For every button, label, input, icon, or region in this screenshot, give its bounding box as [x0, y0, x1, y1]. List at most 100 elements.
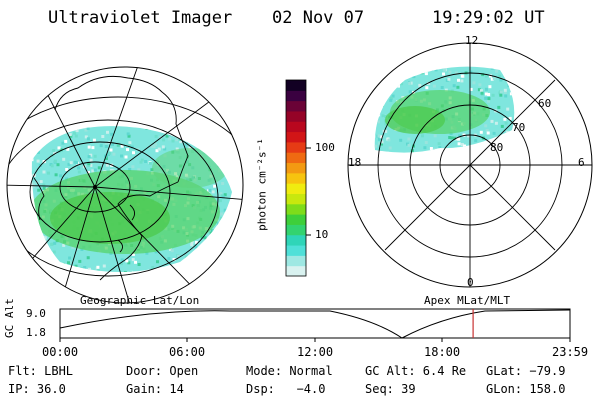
aurora-pixel	[66, 147, 70, 151]
aurora-pixel	[220, 258, 224, 261]
aurora-pixel	[205, 281, 208, 284]
aurora-pixel	[245, 112, 248, 115]
aurora-pixel	[149, 114, 152, 117]
aurora-pixel	[91, 146, 95, 150]
aurora-pixel	[492, 131, 496, 135]
aurora-pixel	[487, 99, 490, 103]
aurora-pixel	[109, 148, 113, 152]
aurora-pixel	[150, 112, 153, 115]
aurora-pixel	[159, 135, 163, 139]
aurora-pixel	[371, 113, 374, 116]
aurora-pixel	[491, 156, 494, 159]
aurora-pixel	[227, 173, 231, 177]
aurora-pixel	[456, 85, 460, 89]
aurora-pixel	[393, 159, 396, 162]
aurora-pixel	[96, 265, 100, 269]
aurora-pixel	[59, 148, 63, 152]
footer-filter: Flt: LBHL	[8, 364, 74, 378]
aurora-pixel	[54, 269, 58, 272]
aurora-pixel	[485, 162, 488, 165]
aurora-pixel	[404, 67, 408, 71]
aurora-pixel	[481, 57, 484, 60]
aurora-pixel	[485, 58, 488, 61]
aurora-pixel	[171, 283, 174, 286]
aurora-pixel	[104, 157, 108, 160]
aurora-pixel	[34, 286, 37, 289]
aurora-pixel	[32, 224, 36, 228]
aurora-pixel	[209, 141, 213, 145]
aurora-pixel	[145, 126, 149, 130]
aurora-pixel	[159, 282, 162, 285]
aurora-pixel	[46, 283, 49, 286]
aurora-pixel	[211, 190, 215, 194]
aurora-pixel	[80, 267, 84, 271]
aurora-pixel	[194, 117, 197, 120]
aurora-pixel	[488, 85, 492, 89]
aurora-pixel	[215, 181, 219, 185]
aurora-pixel	[222, 165, 226, 169]
aurora-pixel	[370, 141, 373, 144]
aurora-pixel	[156, 122, 159, 125]
aurora-pixel	[38, 230, 42, 234]
aurora-pixel	[68, 133, 72, 137]
aurora-pixel	[202, 118, 205, 121]
aurora-pixel	[242, 245, 245, 248]
aurora-pixel	[111, 142, 114, 146]
aurora-pixel	[46, 127, 50, 131]
aurora-pixel	[233, 248, 236, 251]
aurora-pixel	[36, 159, 40, 163]
aurora-pixel	[179, 126, 183, 128]
aurora-pixel	[31, 173, 34, 177]
aurora-pixel	[24, 135, 27, 138]
aurora-pixel	[484, 92, 488, 96]
aurora-pixel	[87, 163, 91, 167]
aurora-pixel	[387, 138, 391, 142]
aurora-pixel	[127, 134, 131, 138]
aurora-pixel	[477, 88, 481, 92]
geographic-panel	[6, 66, 248, 304]
aurora-pixel	[62, 243, 66, 247]
aurora-pixel	[245, 209, 248, 212]
aurora-pixel	[360, 125, 363, 128]
pole-marker	[93, 185, 97, 189]
aurora-pixel	[73, 131, 77, 135]
aurora-pixel	[160, 273, 163, 276]
aurora-pixel	[47, 137, 51, 140]
aurora-pixel	[155, 275, 158, 278]
aurora-pixel	[499, 90, 503, 94]
aurora-pixel	[105, 141, 108, 145]
aurora-pixel	[457, 78, 460, 82]
aurora-pixel	[91, 271, 95, 272]
aurora-pixel	[150, 144, 154, 148]
polar-panel	[347, 42, 593, 288]
aurora-pixel	[21, 151, 24, 154]
aurora-pixel	[243, 135, 246, 138]
aurora-pixel	[107, 113, 110, 116]
aurora-pixel	[410, 149, 414, 153]
aurora-pixel	[46, 281, 49, 284]
aurora-pixel	[242, 154, 245, 157]
aurora-pixel	[242, 285, 245, 288]
aurora-pixel	[508, 116, 512, 120]
aurora-pixel	[212, 129, 216, 133]
colorbar-swatch	[286, 152, 306, 164]
aurora-pixel	[68, 256, 72, 260]
aurora-pixel	[81, 112, 84, 115]
aurora-pixel	[171, 139, 175, 143]
aurora-pixel	[154, 142, 157, 146]
aurora-pixel	[60, 271, 64, 272]
aurora-pixel	[367, 63, 370, 66]
aurora-pixel	[167, 265, 171, 269]
aurora-pixel	[137, 168, 141, 172]
aurora-pixel	[434, 68, 438, 72]
aurora-pixel	[511, 75, 515, 79]
aurora-pixel	[104, 145, 108, 148]
aurora-pixel	[219, 192, 223, 196]
geo-aurora-emission	[21, 112, 248, 289]
colorbar-swatch	[286, 80, 306, 91]
aurora-pixel	[377, 137, 381, 141]
aurora-pixel	[503, 90, 507, 94]
aurora-pixel	[161, 145, 165, 149]
aurora-pixel	[194, 252, 198, 256]
geo-panel-label: Geographic Lat/Lon	[80, 294, 200, 307]
